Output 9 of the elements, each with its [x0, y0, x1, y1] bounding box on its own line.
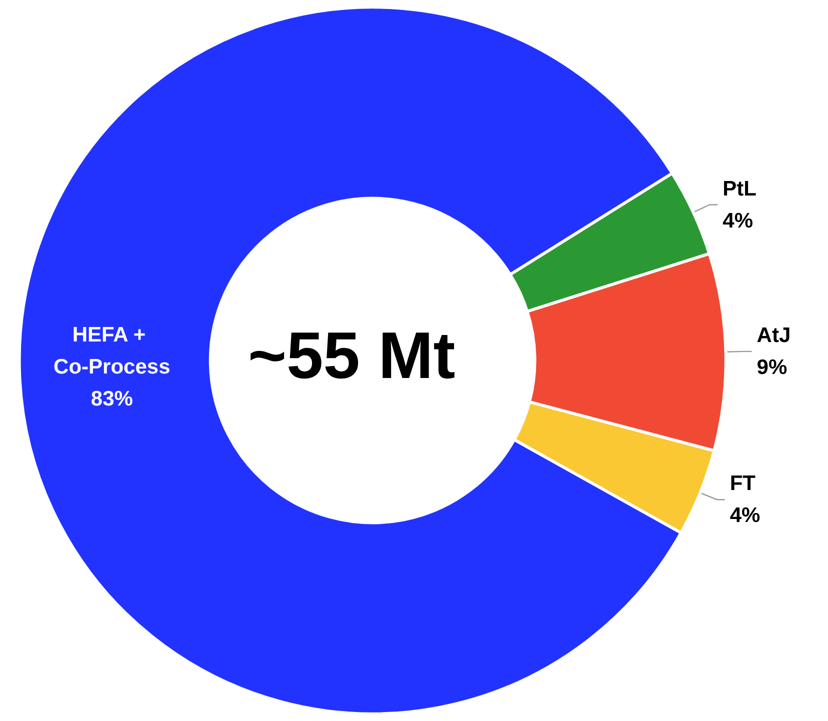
slice-label: AtJ: [756, 324, 791, 347]
data-label: 4%: [722, 209, 754, 232]
data-label: 83%: [90, 387, 134, 410]
data-label: 9%: [756, 356, 788, 379]
text: ~55 Mt: [248, 318, 456, 392]
data-label: 4%: [730, 504, 761, 528]
slice-label: HEFA + Co-Process: [54, 323, 170, 378]
slice-label: FT: [730, 472, 756, 496]
slice-label: PtL: [722, 177, 757, 200]
